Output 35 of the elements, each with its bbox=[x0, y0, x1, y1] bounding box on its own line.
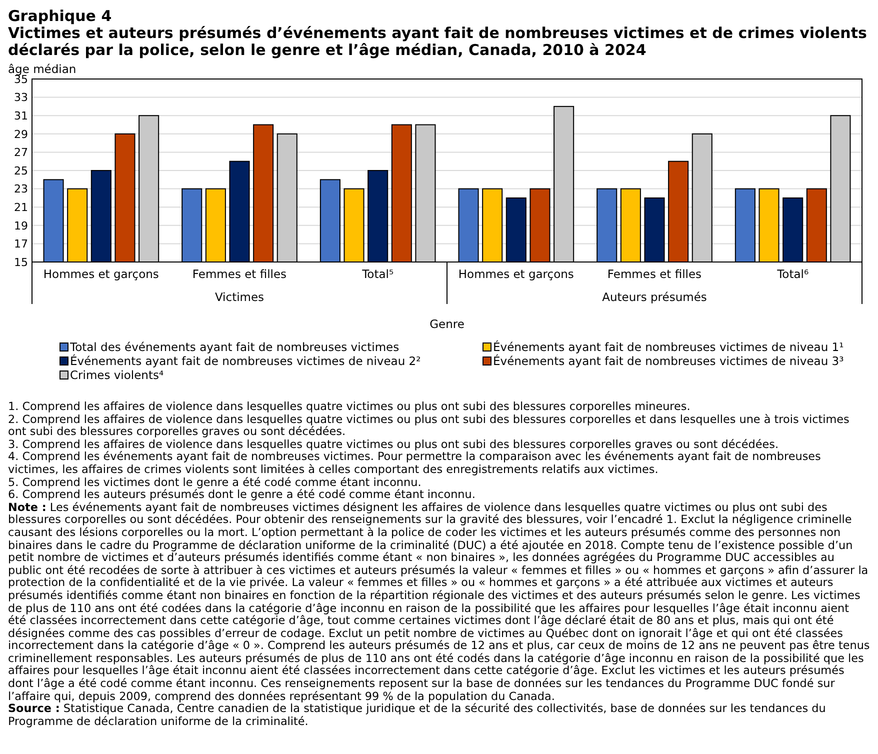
x-tick-label: Femmes et filles bbox=[192, 267, 287, 281]
x-tick-label: Femmes et filles bbox=[607, 267, 702, 281]
y-tick-label: 25 bbox=[14, 164, 28, 178]
legend-label: Événements ayant fait de nombreuses victimes de niveau 1¹ bbox=[493, 340, 844, 354]
text: 5. Comprend les victimes dont le genre a été codé comme étant inconnu. bbox=[8, 476, 422, 489]
text: Note : Les événements ayant fait de nombreuses victimes désignent les affaires de violence dans lesquelles quatre victimes ou plus ont subi des blessures corporelles ou sont décédées. Pour obtenir des renseignements sur la gravité des blessures, voir l’encadré 1. Exclut la négligence criminelle causant des lésions corporelles ou la mort. L’option permettant à la police de coder les victimes et les auteurs présumés comme des personnes non binaires dans le cadre du Programme de déclaration uniforme de la criminalité (DUC) a été ajoutée en 2018. Compte tenu de l’existence possible d’un petit nombre de victimes et d’auteurs présumés identifiés comme étant « non binaires », les données agrégées du Programme DUC accessibles au public ont été recodées de sorte à attribuer à ces victimes et auteurs présumés la valeur « femmes et filles » ou « hommes et garçons » afin d’assurer la protection de la confidentialité et de la vie privée. La valeur « femmes et filles » ou « hommes et garçons » a été attribuée aux victimes et auteurs présumés identifiés comme étant non binaires en fonction de la répartition régionale des victimes et des auteurs présumés selon le genre. Les victimes de plus de 110 ans ont été codées dans la catégorie d’âge inconnu en raison de la possibilité que les affaires pour lesquelles l’âge était inconnu aient été classées incorrectement dans cette catégorie d’âge, tout comme certaines victimes dont l’âge déclaré était de 80 ans et plus, mais qui ont été désignées comme des cas possibles d’erreur de codage. Exclut un petit nombre de victimes au Québec dont on ignorait l’âge et qui ont été classées incorrectement dans la catégorie d’âge « 0 ». Comprend les auteurs présumés de 12 ans et plus, car ceux de moins de 12 ans ne peuvent pas être tenus criminellement responsables. Les auteurs présumés de plus de 110 ans ont été codés dans la catégorie d’âge inconnu en raison de la possibilité que les affaires pour lesquelles l’âge était inconnu aient été classées incorrectement dans cette catégorie d’âge. Exclut les victimes et les auteurs présumés dont l’âge a été codé comme étant inconnu. Ces renseignements reposent sur la base de données sur les tendances du Programme DUC fondé sur l’affaire qui, depuis 2009, comprend des données représentant 99 % de la population du Canada. bbox=[8, 500, 870, 703]
y-tick-label: 31 bbox=[14, 109, 28, 122]
x-tick-label: Total⁶ bbox=[776, 267, 809, 281]
text: 2. Comprend les affaires de violence dans lesquelles quatre victimes ou plus ont subi des blessures corporelles et dans lesquelles une à trois victimes ont subi des blessures corporelles graves ou sont décédées. bbox=[8, 412, 850, 439]
chart-subtitle: Victimes et auteurs présumés d’événements ayant fait de nombreuses victimes et de crimes violents déclarés par la police, selon le genre et l’âge médian, Canada, 2010 à 2024 bbox=[8, 24, 868, 59]
y-tick-label: 17 bbox=[14, 238, 28, 251]
chart-title: Graphique 4 bbox=[8, 7, 113, 25]
y-tick-label: 15 bbox=[14, 256, 28, 269]
text: 4. Comprend les événements ayant fait de nombreuses victimes. Pour permettre la comparaison avec les événements ayant fait de nombreuses victimes, les affaires de crimes violents sont limitées à celles comportant des enregistrements relatifs aux victimes. bbox=[8, 450, 822, 477]
y-tick-label: 33 bbox=[14, 91, 28, 104]
text: Victimes bbox=[214, 290, 264, 304]
y-tick-label: 19 bbox=[14, 219, 28, 232]
y-axis-title: âge médian bbox=[8, 62, 76, 76]
x-tick-label: Hommes et garçons bbox=[458, 267, 574, 281]
source-note: Source : Statistique Canada, Centre canadien de la statistique juridique et de la sécurité des collectivités, base de données sur les tendances du Programme de déclaration uniforme de la criminalité. bbox=[8, 702, 827, 728]
y-tick-label: 29 bbox=[14, 128, 28, 141]
legend-label: Événements ayant fait de nombreuses victimes de niveau 3³ bbox=[493, 354, 844, 368]
x-axis-title: Genre bbox=[430, 317, 464, 331]
text: 6. Comprend les auteurs présumés dont le genre a été codé comme étant inconnu. bbox=[8, 488, 476, 502]
y-tick-label: 27 bbox=[14, 146, 28, 160]
legend-label: Événements ayant fait de nombreuses victimes de niveau 2² bbox=[70, 354, 421, 368]
legend-label: Crimes violents⁴ bbox=[70, 368, 164, 382]
legend-label: Total des événements ayant fait de nombreuses victimes bbox=[69, 340, 400, 354]
x-tick-label: Total⁵ bbox=[361, 267, 394, 281]
y-tick-label: 23 bbox=[14, 182, 28, 196]
text: Auteurs présumés bbox=[602, 290, 707, 304]
text: 3. Comprend les affaires de violence dans lesquelles quatre victimes ou plus ont subi des blessures corporelles graves ou sont décédées. bbox=[8, 438, 780, 451]
x-tick-label: Hommes et garçons bbox=[43, 267, 159, 281]
text: 1. Comprend les affaires de violence dans lesquelles quatre victimes ou plus ont subi des blessures corporelles mineures. bbox=[8, 400, 692, 414]
y-tick-label: 21 bbox=[14, 200, 28, 214]
